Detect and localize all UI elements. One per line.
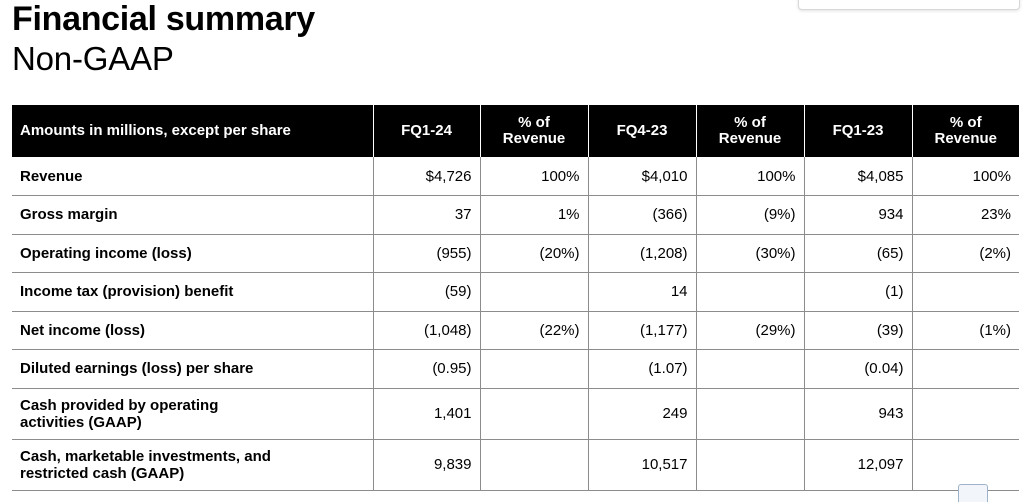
table-cell: (0.04) [803, 349, 912, 389]
table-cell: 100% [479, 157, 588, 196]
row-label: Cash provided by operating activities (G… [12, 388, 373, 440]
table-cell: $4,010 [587, 157, 696, 196]
table-cell [911, 439, 1019, 491]
table-cell [695, 272, 804, 312]
table-header-row: Amounts in millions, except per share FQ1… [12, 105, 1019, 157]
table-cell [479, 272, 588, 312]
table-cell: 10,517 [587, 439, 696, 491]
table-cell: 100% [695, 157, 804, 196]
table-cell: (0.95) [372, 349, 480, 389]
table-cell: (1.07) [587, 349, 696, 389]
table-cell: (22%) [479, 311, 588, 350]
table-cell: (1,208) [587, 234, 696, 273]
page-title: Financial summary [12, 0, 315, 38]
table-cell: $4,726 [372, 157, 480, 196]
table-cell [911, 388, 1019, 440]
table-cell: (65) [803, 234, 912, 273]
table-row: Income tax (provision) benefit (59) 14 (1) [12, 272, 1019, 312]
table-cell [479, 349, 588, 389]
row-label: Cash, marketable investments, and restri… [12, 439, 373, 491]
table-cell [479, 439, 588, 491]
financial-summary-table: Amounts in millions, except per share FQ1… [12, 105, 1019, 491]
header-cell: FQ1-23 [803, 105, 912, 157]
row-label: Operating income (loss) [12, 234, 373, 273]
top-floating-panel [798, 0, 1020, 10]
table-cell: 12,097 [803, 439, 912, 491]
table-cell: 943 [803, 388, 912, 440]
table-cell: (20%) [479, 234, 588, 273]
table-cell [695, 439, 804, 491]
table-cell: (2%) [911, 234, 1019, 273]
table-row: Gross margin 37 1% (366) (9%) 934 23% [12, 195, 1019, 235]
table-cell: (1,177) [587, 311, 696, 350]
table-row: Net income (loss) (1,048) (22%) (1,177) (29%… [12, 311, 1019, 350]
table-cell [911, 272, 1019, 312]
table-cell: (39) [803, 311, 912, 350]
row-label: Diluted earnings (loss) per share [12, 349, 373, 389]
header-cell: % of Revenue [911, 105, 1019, 157]
table-cell: 1,401 [372, 388, 480, 440]
header-label-column: Amounts in millions, except per share [12, 105, 373, 157]
table-cell: (59) [372, 272, 480, 312]
table-cell [695, 388, 804, 440]
table-cell: 37 [372, 195, 480, 235]
table-row: Revenue $4,726 100% $4,010 100% $4,085 100% [12, 157, 1019, 196]
table-cell: (1) [803, 272, 912, 312]
table-row: Operating income (loss) (955) (20%) (1,208)… [12, 234, 1019, 273]
table-cell [479, 388, 588, 440]
table-cell: 9,839 [372, 439, 480, 491]
row-label: Income tax (provision) benefit [12, 272, 373, 312]
table-cell [911, 349, 1019, 389]
table-cell: (30%) [695, 234, 804, 273]
table-cell: 1% [479, 195, 588, 235]
row-label: Net income (loss) [12, 311, 373, 350]
table-cell: (955) [372, 234, 480, 273]
header-cell: % of Revenue [479, 105, 588, 157]
table-row: Cash provided by operating activities (G… [12, 388, 1019, 440]
row-label: Gross margin [12, 195, 373, 235]
table-cell: (29%) [695, 311, 804, 350]
table-cell: 249 [587, 388, 696, 440]
table-cell: (9%) [695, 195, 804, 235]
table-cell: 14 [587, 272, 696, 312]
row-label: Revenue [12, 157, 373, 196]
table-cell [695, 349, 804, 389]
header-cell: FQ4-23 [587, 105, 696, 157]
table-row: Diluted earnings (loss) per share (0.95) (… [12, 349, 1019, 389]
header-cell: FQ1-24 [372, 105, 480, 157]
table-body: Revenue $4,726 100% $4,010 100% $4,085 100% Gro… [12, 157, 1019, 491]
table-cell: (366) [587, 195, 696, 235]
table-cell: 934 [803, 195, 912, 235]
document-icon[interactable] [958, 484, 988, 502]
page-subtitle: Non-GAAP [12, 40, 174, 77]
header-cell: % of Revenue [695, 105, 804, 157]
table-cell: (1%) [911, 311, 1019, 350]
table-cell: (1,048) [372, 311, 480, 350]
table-cell: 100% [911, 157, 1019, 196]
table-cell: 23% [911, 195, 1019, 235]
table-cell: $4,085 [803, 157, 912, 196]
table-row: Cash, marketable investments, and restri… [12, 439, 1019, 491]
